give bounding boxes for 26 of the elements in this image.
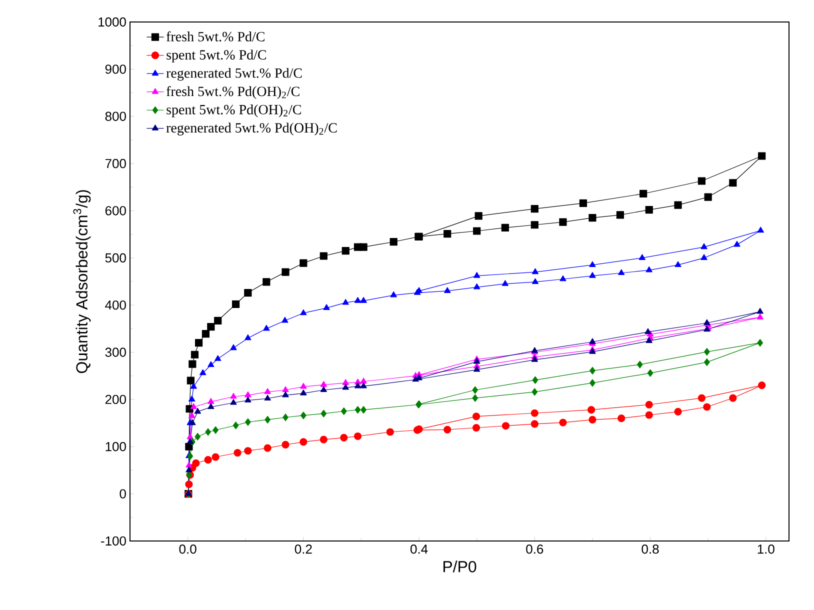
y-tick-label: -100 <box>101 536 126 546</box>
legend-label: fresh 5wt.% Pd/C <box>166 31 264 42</box>
y-tick-label: 100 <box>106 442 126 452</box>
y-tick-label: 200 <box>105 394 126 404</box>
y-tick-label: 400 <box>105 300 126 310</box>
legend-label: fresh 5wt.% Pd(OH)$_{2}$/C <box>166 86 300 99</box>
legend-label: regenerated 5wt.% Pd(OH)$_{2}$/C <box>166 122 337 136</box>
x-tick-label: 0.4 <box>410 544 428 554</box>
y-tick-label: 0 <box>120 489 126 498</box>
x-tick-label: 0.0 <box>179 544 196 554</box>
x-tick-label: 0.2 <box>294 544 312 554</box>
y-tick-label: 600 <box>105 206 126 216</box>
y-tick-label: 800 <box>105 112 126 121</box>
x-tick-label: 1.0 <box>758 544 774 554</box>
y-tick-label: 900 <box>105 64 126 74</box>
legend-label: spent 5wt.% Pd(OH)$_{2}$/C <box>166 104 301 118</box>
y-tick-label: 300 <box>105 348 126 357</box>
legend-label: spent 5wt.% Pd/C <box>166 50 266 62</box>
x-tick-label: 0.6 <box>526 544 544 554</box>
legend-label: regenerated 5wt.% Pd/C <box>166 68 302 81</box>
y-tick-label: 500 <box>105 253 126 262</box>
y-tick-label: 1000 <box>98 17 126 27</box>
y-tick-label: 700 <box>105 158 126 168</box>
x-tick-label: 0.8 <box>642 544 659 554</box>
x-axis-title: P/P0 <box>443 560 476 572</box>
y-axis-title: Quantity Adsorbed(cm$^{3}$/g) <box>73 190 91 374</box>
